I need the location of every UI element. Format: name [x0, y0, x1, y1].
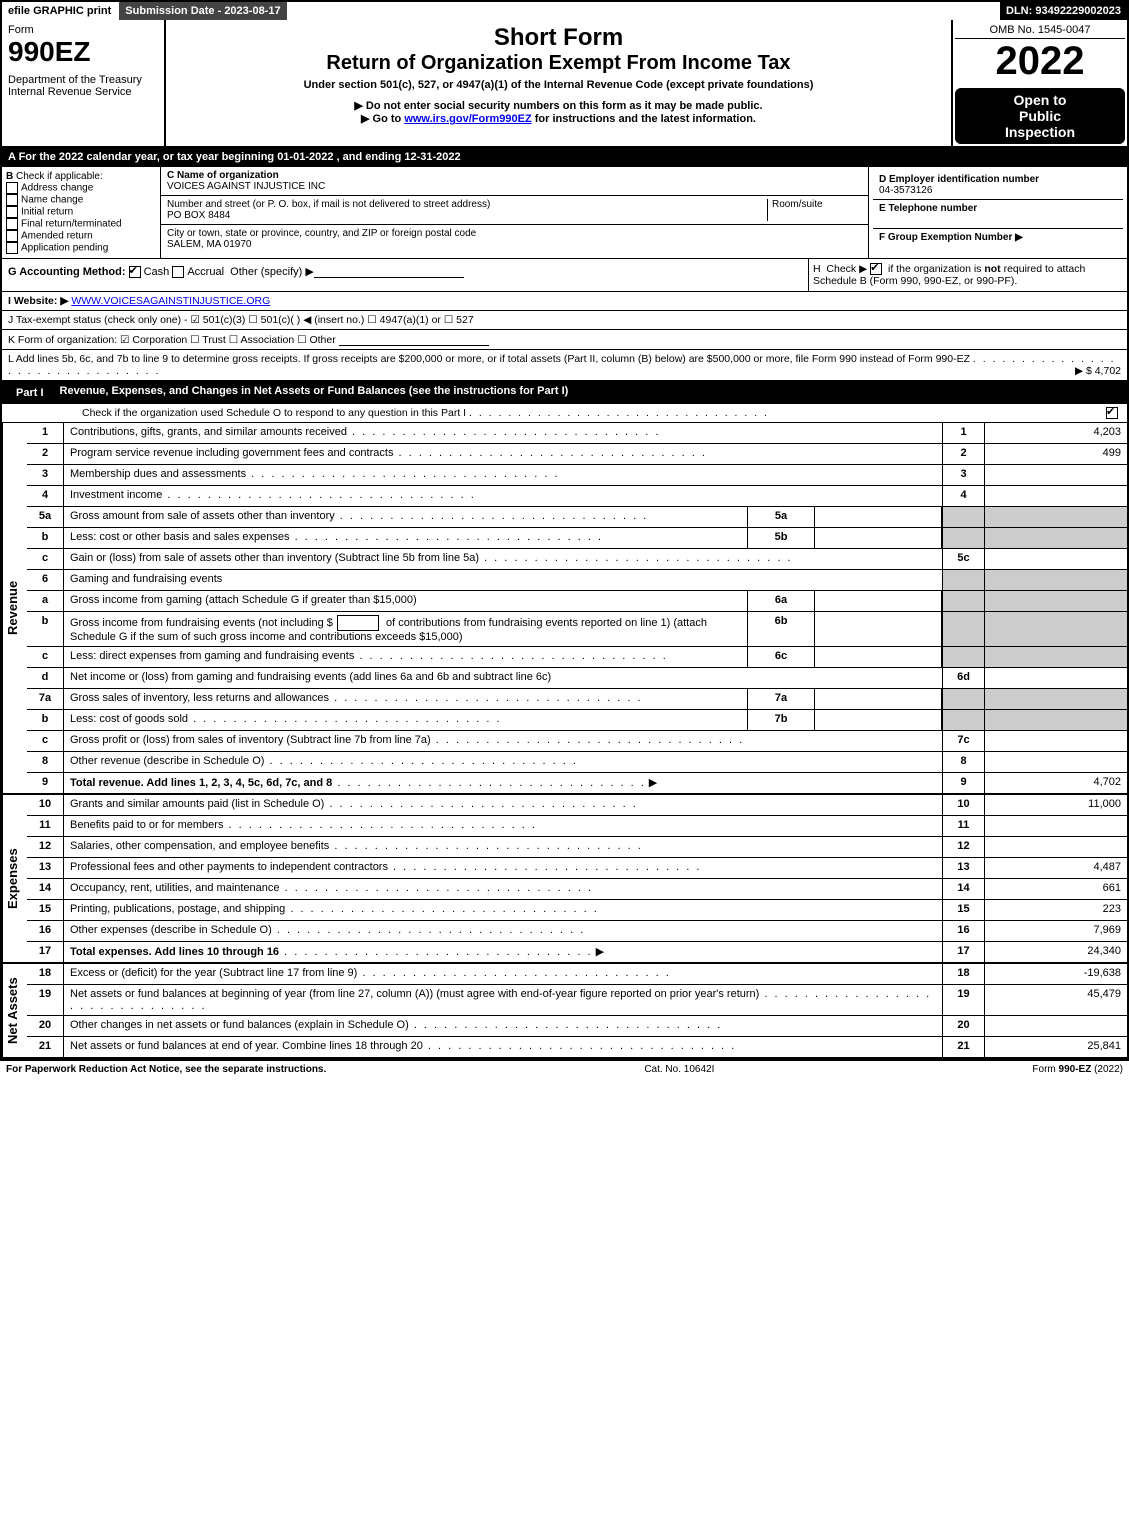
- footer-right: Form 990-EZ (2022): [1032, 1064, 1123, 1075]
- val-19: 45,479: [984, 985, 1127, 1015]
- header-right: OMB No. 1545-0047 2022 Open to Public In…: [953, 20, 1127, 146]
- row-i: I Website: ▶ WWW.VOICESAGAINSTINJUSTICE.…: [2, 292, 1127, 311]
- val-7c: [984, 731, 1127, 751]
- box-g: G Accounting Method: Cash Accrual Other …: [2, 259, 808, 291]
- form-word: Form: [8, 24, 158, 36]
- top-spacer: [289, 2, 1000, 20]
- row-j: J Tax-exempt status (check only one) - ☑…: [2, 311, 1127, 330]
- box-b: B Check if applicable: Address change Na…: [2, 167, 161, 258]
- irs-label: Internal Revenue Service: [8, 86, 158, 98]
- chk-address-change[interactable]: [6, 182, 18, 194]
- row-l: L Add lines 5b, 6c, and 7b to line 9 to …: [2, 350, 1127, 382]
- chk-amended-return[interactable]: [6, 230, 18, 242]
- row-k: K Form of organization: ☑ Corporation ☐ …: [2, 330, 1127, 350]
- val-6d: [984, 668, 1127, 688]
- org-name-box: C Name of organization VOICES AGAINST IN…: [161, 167, 868, 196]
- val-20: [984, 1016, 1127, 1036]
- gross-receipts: ▶ $ 4,702: [1075, 365, 1121, 377]
- header-center: Short Form Return of Organization Exempt…: [166, 20, 953, 146]
- website-link[interactable]: WWW.VOICESAGAINSTINJUSTICE.ORG: [71, 295, 270, 307]
- expenses-section: Expenses 10Grants and similar amounts pa…: [2, 795, 1127, 964]
- org-info-row: B Check if applicable: Address change Na…: [2, 167, 1127, 259]
- val-9: 4,702: [984, 773, 1127, 793]
- netassets-label: Net Assets: [2, 964, 27, 1057]
- val-2: 499: [984, 444, 1127, 464]
- netassets-section: Net Assets 18Excess or (deficit) for the…: [2, 964, 1127, 1059]
- chk-application-pending[interactable]: [6, 242, 18, 254]
- val-21: 25,841: [984, 1037, 1127, 1057]
- chk-name-change[interactable]: [6, 194, 18, 206]
- tax-year: 2022: [955, 39, 1125, 84]
- row-gh: G Accounting Method: Cash Accrual Other …: [2, 259, 1127, 292]
- efile-label: efile GRAPHIC print: [2, 2, 119, 20]
- chk-schedule-o[interactable]: [1106, 407, 1118, 419]
- top-bar: efile GRAPHIC print Submission Date - 20…: [2, 2, 1127, 20]
- goto-note: ▶ Go to www.irs.gov/Form990EZ for instru…: [170, 112, 947, 125]
- expenses-label: Expenses: [2, 795, 27, 962]
- fundraising-contrib-input[interactable]: [337, 615, 379, 631]
- footer-left: For Paperwork Reduction Act Notice, see …: [6, 1064, 326, 1075]
- other-org-input[interactable]: [339, 333, 489, 346]
- chk-schedule-b[interactable]: [870, 263, 882, 275]
- val-15: 223: [984, 900, 1127, 920]
- revenue-section: Revenue 1Contributions, gifts, grants, a…: [2, 423, 1127, 795]
- val-13: 4,487: [984, 858, 1127, 878]
- city-state-zip: SALEM, MA 01970: [167, 239, 252, 250]
- revenue-label: Revenue: [2, 423, 27, 793]
- subtitle: Under section 501(c), 527, or 4947(a)(1)…: [170, 79, 947, 91]
- dept-treasury: Department of the Treasury: [8, 74, 158, 86]
- val-10: 11,000: [984, 795, 1127, 815]
- header-left: Form 990EZ Department of the Treasury In…: [2, 20, 166, 146]
- val-8: [984, 752, 1127, 772]
- dln-label: DLN: 93492229002023: [1000, 2, 1127, 20]
- form-990ez: efile GRAPHIC print Submission Date - 20…: [0, 0, 1129, 1061]
- other-method-input[interactable]: [314, 265, 464, 278]
- open-public-badge: Open to Public Inspection: [955, 88, 1125, 144]
- box-h: H Check ▶ if the organization is not req…: [808, 259, 1127, 291]
- val-4: [984, 486, 1127, 506]
- val-14: 661: [984, 879, 1127, 899]
- chk-final-return[interactable]: [6, 218, 18, 230]
- omb-number: OMB No. 1545-0047: [955, 22, 1125, 39]
- irs-link[interactable]: www.irs.gov/Form990EZ: [404, 113, 531, 125]
- box-c: C Name of organization VOICES AGAINST IN…: [161, 167, 869, 258]
- page-footer: For Paperwork Reduction Act Notice, see …: [0, 1061, 1129, 1078]
- val-11: [984, 816, 1127, 836]
- val-3: [984, 465, 1127, 485]
- room-suite: Room/suite: [767, 199, 862, 221]
- part1-header: Part I Revenue, Expenses, and Changes in…: [2, 382, 1127, 404]
- part1-check: Check if the organization used Schedule …: [2, 404, 1127, 423]
- form-header: Form 990EZ Department of the Treasury In…: [2, 20, 1127, 148]
- ein: 04-3573126: [879, 185, 932, 196]
- val-12: [984, 837, 1127, 857]
- city-box: City or town, state or province, country…: [161, 225, 868, 253]
- submission-date: Submission Date - 2023-08-17: [119, 2, 288, 20]
- org-name: VOICES AGAINST INJUSTICE INC: [167, 181, 325, 192]
- street-box: Number and street (or P. O. box, if mail…: [161, 196, 868, 225]
- street: PO BOX 8484: [167, 210, 230, 221]
- val-5c: [984, 549, 1127, 569]
- footer-mid: Cat. No. 10642I: [644, 1064, 714, 1075]
- box-def: D Employer identification number 04-3573…: [869, 167, 1127, 258]
- short-form-title: Short Form: [170, 24, 947, 52]
- chk-accrual[interactable]: [172, 266, 184, 278]
- val-18: -19,638: [984, 964, 1127, 984]
- chk-cash[interactable]: [129, 266, 141, 278]
- group-exemption: F Group Exemption Number ▶: [879, 232, 1023, 243]
- val-16: 7,969: [984, 921, 1127, 941]
- return-title: Return of Organization Exempt From Incom…: [170, 52, 947, 75]
- section-a: A For the 2022 calendar year, or tax yea…: [2, 148, 1127, 167]
- chk-initial-return[interactable]: [6, 206, 18, 218]
- ssn-note: ▶ Do not enter social security numbers o…: [170, 99, 947, 112]
- val-17: 24,340: [984, 942, 1127, 962]
- form-number: 990EZ: [8, 36, 158, 68]
- val-1: 4,203: [984, 423, 1127, 443]
